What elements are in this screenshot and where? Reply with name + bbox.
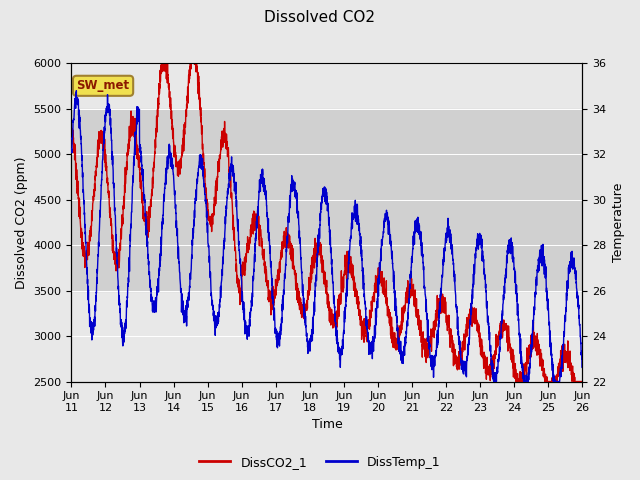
Bar <box>72 109 582 290</box>
Legend: DissCO2_1, DissTemp_1: DissCO2_1, DissTemp_1 <box>194 451 446 474</box>
Y-axis label: Temperature: Temperature <box>612 183 625 262</box>
Y-axis label: Dissolved CO2 (ppm): Dissolved CO2 (ppm) <box>15 156 28 288</box>
Text: SW_met: SW_met <box>77 79 130 92</box>
Text: Dissolved CO2: Dissolved CO2 <box>264 10 376 24</box>
X-axis label: Time: Time <box>312 419 342 432</box>
